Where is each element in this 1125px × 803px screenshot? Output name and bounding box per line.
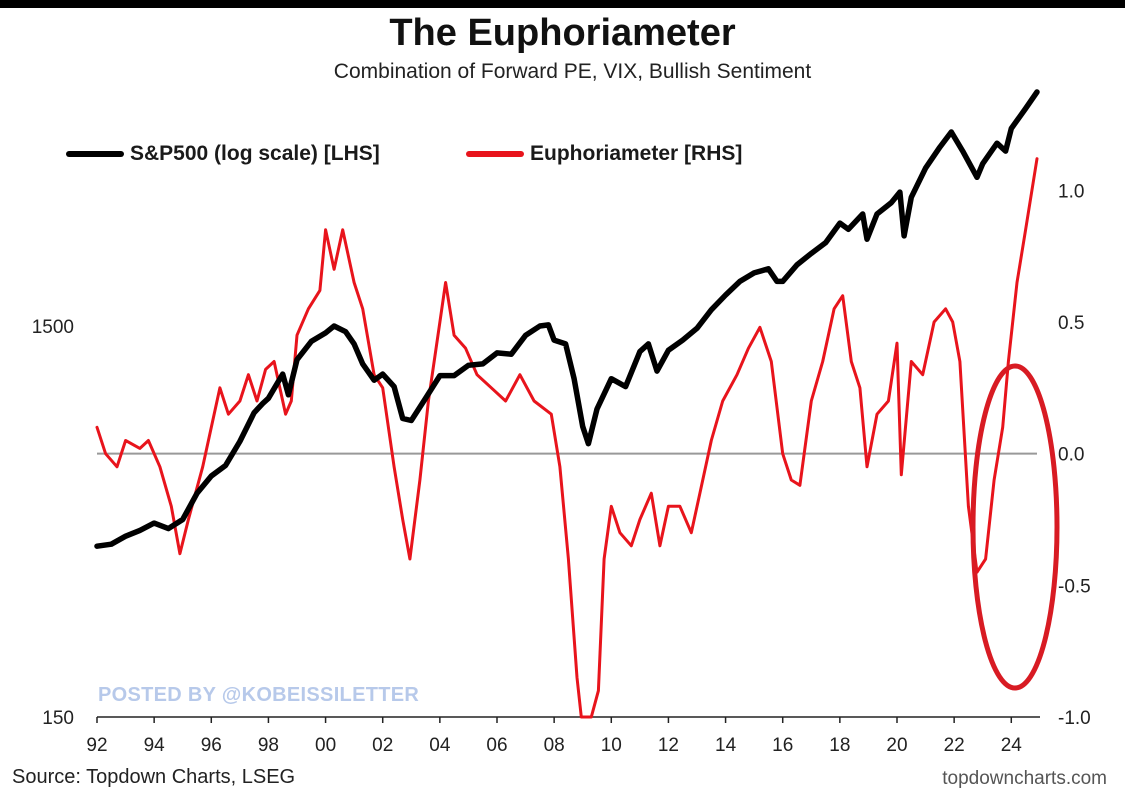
- x-tick-label: 04: [429, 735, 451, 756]
- legend-euphoria-label: Euphoriameter [RHS]: [530, 142, 743, 165]
- x-tick-label: 20: [886, 735, 907, 756]
- x-tick-label: 12: [658, 735, 679, 756]
- x-tick-label: 08: [544, 735, 565, 756]
- x-tick-label: 22: [944, 735, 965, 756]
- x-tick-label: 18: [829, 735, 850, 756]
- right-tick-label: -1.0: [1058, 708, 1091, 729]
- x-tick-label: 00: [315, 735, 336, 756]
- left-tick-label: 1500: [32, 317, 74, 338]
- credit-note: topdowncharts.com: [942, 768, 1107, 789]
- chart-title: The Euphoriameter: [389, 12, 736, 54]
- euphoriameter-line: [95, 157, 1039, 719]
- legend-sp500: S&P500 (log scale) [LHS]: [66, 142, 380, 166]
- x-tick-label: 16: [772, 735, 793, 756]
- x-tick-label: 96: [201, 735, 222, 756]
- highlight-ellipse: [970, 363, 1060, 691]
- legend-sp500-swatch: [66, 151, 124, 157]
- right-tick-label: -0.5: [1058, 576, 1091, 597]
- x-tick-label: 02: [372, 735, 393, 756]
- legend-euphoria: Euphoriameter [RHS]: [466, 142, 742, 166]
- right-tick-label: 0.5: [1058, 313, 1084, 334]
- legend-sp500-label: S&P500 (log scale) [LHS]: [130, 142, 380, 165]
- right-tick-label: 1.0: [1058, 181, 1084, 202]
- x-tick-label: 14: [715, 735, 737, 756]
- watermark: POSTED BY @KOBEISSILETTER: [98, 684, 420, 706]
- x-tick-label: 24: [1001, 735, 1023, 756]
- chart-subtitle: Combination of Forward PE, VIX, Bullish …: [333, 60, 812, 83]
- right-tick-label: 0.0: [1058, 445, 1084, 466]
- x-tick-label: 94: [144, 735, 166, 756]
- x-tick-label: 98: [258, 735, 279, 756]
- legend-euphoria-swatch: [466, 151, 524, 157]
- source-note: Source: Topdown Charts, LSEG: [12, 766, 296, 788]
- x-tick-label: 06: [486, 735, 507, 756]
- sp500-line: [94, 89, 1040, 549]
- x-tick-label: 10: [601, 735, 622, 756]
- top-border: [0, 0, 1125, 8]
- left-tick-label: 150: [42, 708, 74, 729]
- x-tick-label: 92: [86, 735, 107, 756]
